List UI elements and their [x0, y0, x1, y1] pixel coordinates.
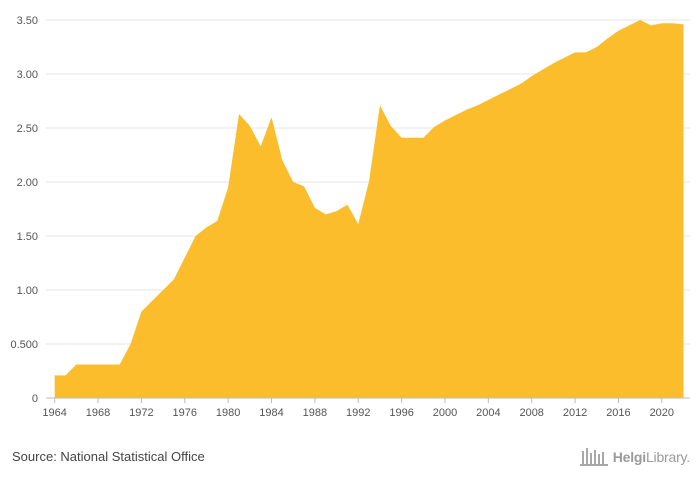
x-tick-label: 1968 — [86, 407, 110, 419]
x-tick-label: 2012 — [563, 407, 587, 419]
x-axis-ticks: 1964 1968 1972 1976 1980 1984 1988 1992 1996 2000… — [42, 398, 674, 419]
x-tick-label: 1972 — [129, 407, 153, 419]
y-tick-label: 3.50 — [17, 15, 38, 27]
x-tick-label: 2000 — [433, 407, 457, 419]
area-series — [54, 20, 684, 398]
source-note: Source: National Statistical Office — [12, 449, 205, 464]
x-tick-label: 2020 — [650, 407, 674, 419]
y-axis-ticks: 0 0.500 1.00 1.50 2.00 2.50 3.00 3.50 — [10, 15, 38, 405]
x-tick-label: 1980 — [216, 407, 240, 419]
x-tick-label: 1984 — [259, 407, 283, 419]
logo-wordmark-rest: Library. — [645, 449, 690, 465]
x-tick-label: 2008 — [519, 407, 543, 419]
logo-wordmark: HelgiLibrary. — [613, 449, 690, 465]
x-tick-label: 2004 — [476, 407, 500, 419]
y-tick-label: 1.00 — [17, 285, 38, 297]
helgi-library-logo: HelgiLibrary. — [579, 446, 690, 468]
y-tick-label: 0.500 — [10, 339, 38, 351]
x-tick-label: 1964 — [42, 407, 66, 419]
x-tick-label: 1992 — [346, 407, 370, 419]
library-logo-icon — [579, 448, 608, 466]
x-tick-label: 1988 — [303, 407, 327, 419]
y-tick-label: 3.00 — [17, 69, 38, 81]
logo-wordmark-bold: Helgi — [612, 449, 646, 465]
y-tick-label: 2.50 — [17, 123, 38, 135]
y-tick-label: 2.00 — [17, 177, 38, 189]
y-tick-label: 0 — [32, 393, 38, 405]
x-tick-label: 1996 — [389, 407, 413, 419]
area-chart: 1964 1968 1972 1976 1980 1984 1988 1992 1996 2000… — [10, 15, 690, 419]
x-tick-label: 2016 — [606, 407, 630, 419]
x-tick-label: 1976 — [173, 407, 197, 419]
y-tick-label: 1.50 — [17, 231, 38, 243]
